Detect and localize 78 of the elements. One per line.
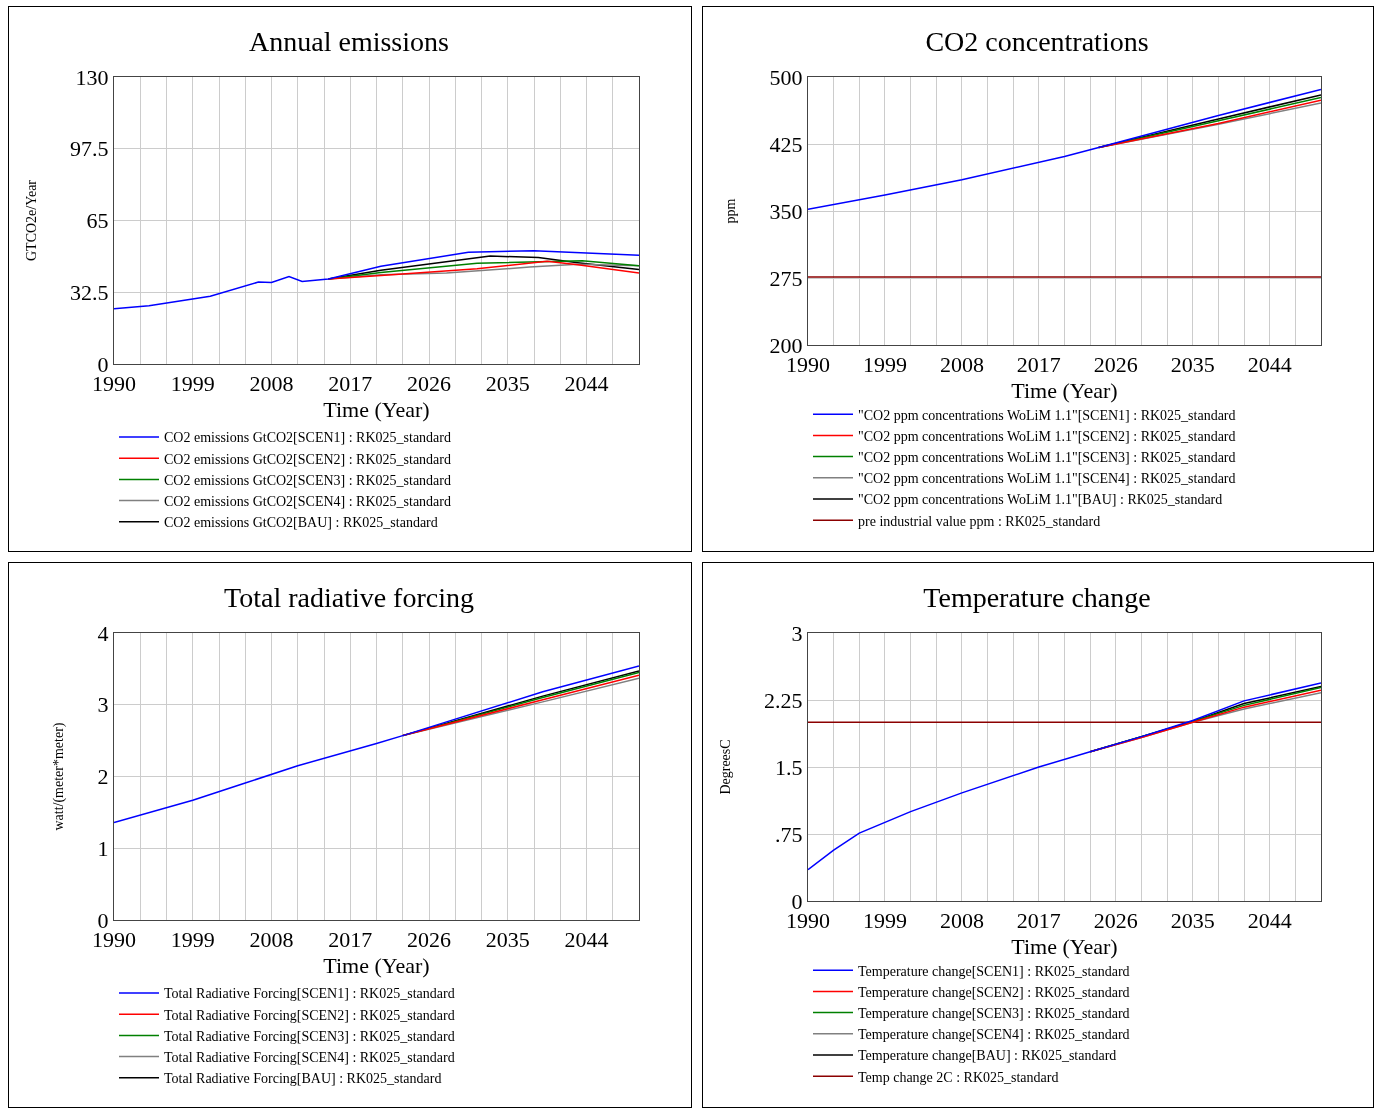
line-series bbox=[114, 665, 639, 824]
line-series bbox=[114, 250, 639, 310]
legend-label: "CO2 ppm concentrations WoLiM 1.1"[SCEN3] : RK025_standard bbox=[858, 450, 1236, 466]
y-axis-title: GTCO2e/Year bbox=[23, 179, 39, 262]
x-tick-label: 2017 bbox=[328, 371, 373, 397]
x-tick-label: 2035 bbox=[1170, 908, 1215, 934]
x-axis-title: Time (Year) bbox=[1011, 934, 1118, 960]
y-tick-label: 4 bbox=[97, 620, 109, 646]
x-tick-label: 2017 bbox=[1016, 908, 1061, 934]
y-axis-title: watt/(meter*meter) bbox=[51, 722, 68, 831]
x-tick-label: 2017 bbox=[1016, 352, 1061, 378]
legend-label: CO2 emissions GtCO2[SCEN3] : RK025_standard bbox=[164, 472, 451, 488]
x-tick-label: 2008 bbox=[939, 908, 984, 934]
chart-title: CO2 concentrations bbox=[925, 25, 1149, 57]
legend-label: Total Radiative Forcing[SCEN4] : RK025_standard bbox=[164, 1050, 455, 1066]
y-tick-label: 425 bbox=[769, 131, 803, 157]
legend-label: "CO2 ppm concentrations WoLiM 1.1"[SCEN4] : RK025_standard bbox=[858, 471, 1236, 487]
x-tick-label: 2035 bbox=[485, 927, 530, 953]
legend-label: "CO2 ppm concentrations WoLiM 1.1"[SCEN2] : RK025_standard bbox=[858, 428, 1236, 444]
y-tick-label: 65 bbox=[86, 208, 109, 234]
y-tick-label: 130 bbox=[75, 64, 109, 90]
chart-title: Total radiative forcing bbox=[224, 581, 474, 613]
x-tick-label: 2008 bbox=[249, 371, 294, 397]
y-axis-title: DegreesC bbox=[717, 739, 733, 795]
x-tick-label: 2044 bbox=[564, 927, 609, 953]
legend-label: CO2 emissions GtCO2[BAU] : RK025_standard bbox=[164, 515, 438, 531]
legend-label: Temperature change[BAU] : RK025_standard bbox=[858, 1048, 1117, 1064]
y-tick-label: 350 bbox=[769, 198, 803, 224]
x-tick-label: 1999 bbox=[862, 352, 907, 378]
legend-label: Temp change 2C : RK025_standard bbox=[858, 1069, 1059, 1085]
y-tick-label: 3 bbox=[791, 620, 803, 646]
legend-label: CO2 emissions GtCO2[SCEN2] : RK025_standard bbox=[164, 451, 451, 467]
legend-label: Total Radiative Forcing[SCEN3] : RK025_standard bbox=[164, 1028, 455, 1044]
x-tick-label: 2035 bbox=[485, 371, 530, 397]
x-tick-label: 2008 bbox=[249, 927, 294, 953]
x-tick-label: 2044 bbox=[1247, 352, 1292, 378]
x-tick-label: 2035 bbox=[1170, 352, 1215, 378]
x-tick-label: 2026 bbox=[1093, 908, 1138, 934]
chart-title: Temperature change bbox=[923, 581, 1151, 613]
x-tick-label: 2026 bbox=[407, 927, 451, 953]
line-series bbox=[808, 682, 1321, 871]
legend-label: pre industrial value ppm : RK025_standard bbox=[858, 513, 1101, 529]
x-tick-label: 2026 bbox=[407, 371, 451, 397]
y-tick-label: 1.5 bbox=[775, 754, 803, 780]
legend-label: Total Radiative Forcing[SCEN1] : RK025_standard bbox=[164, 986, 455, 1002]
legend-label: Temperature change[SCEN1] : RK025_standard bbox=[858, 963, 1130, 979]
legend-label: Total Radiative Forcing[SCEN2] : RK025_standard bbox=[164, 1007, 455, 1023]
x-tick-label: 2008 bbox=[939, 352, 984, 378]
x-tick-label: 1999 bbox=[170, 371, 215, 397]
y-tick-label: 32.5 bbox=[70, 279, 109, 305]
y-tick-label: 97.5 bbox=[70, 136, 109, 162]
y-tick-label: 2.25 bbox=[764, 687, 803, 713]
x-axis-title: Time (Year) bbox=[1011, 378, 1118, 404]
y-tick-label: 275 bbox=[769, 265, 803, 291]
legend-label: CO2 emissions GtCO2[SCEN1] : RK025_standard bbox=[164, 430, 451, 446]
y-tick-label: 3 bbox=[97, 692, 109, 718]
y-tick-label: 500 bbox=[769, 64, 803, 90]
legend-label: "CO2 ppm concentrations WoLiM 1.1"[SCEN1] : RK025_standard bbox=[858, 407, 1236, 423]
x-tick-label: 1999 bbox=[862, 908, 907, 934]
x-tick-label: 2044 bbox=[564, 371, 609, 397]
x-tick-label: 2017 bbox=[328, 927, 373, 953]
x-tick-label: 1999 bbox=[170, 927, 215, 953]
legend-label: "CO2 ppm concentrations WoLiM 1.1"[BAU] : RK025_standard bbox=[858, 492, 1223, 508]
legend-label: Temperature change[SCEN2] : RK025_standard bbox=[858, 984, 1130, 1000]
x-tick-label: 2026 bbox=[1093, 352, 1138, 378]
y-axis-title: ppm bbox=[723, 198, 739, 224]
x-axis-title: Time (Year) bbox=[323, 953, 430, 979]
legend-label: CO2 emissions GtCO2[SCEN4] : RK025_standard bbox=[164, 494, 451, 510]
y-tick-label: .75 bbox=[775, 821, 803, 847]
legend-label: Temperature change[SCEN4] : RK025_standard bbox=[858, 1027, 1130, 1043]
x-axis-title: Time (Year) bbox=[323, 397, 430, 423]
legend-label: Temperature change[SCEN3] : RK025_standard bbox=[858, 1006, 1130, 1022]
legend-label: Total Radiative Forcing[BAU] : RK025_standard bbox=[164, 1071, 442, 1087]
y-tick-label: 2 bbox=[97, 764, 109, 790]
x-tick-label: 2044 bbox=[1247, 908, 1292, 934]
chart-title: Annual emissions bbox=[249, 25, 449, 57]
y-tick-label: 1 bbox=[97, 835, 109, 861]
line-series bbox=[808, 88, 1321, 210]
